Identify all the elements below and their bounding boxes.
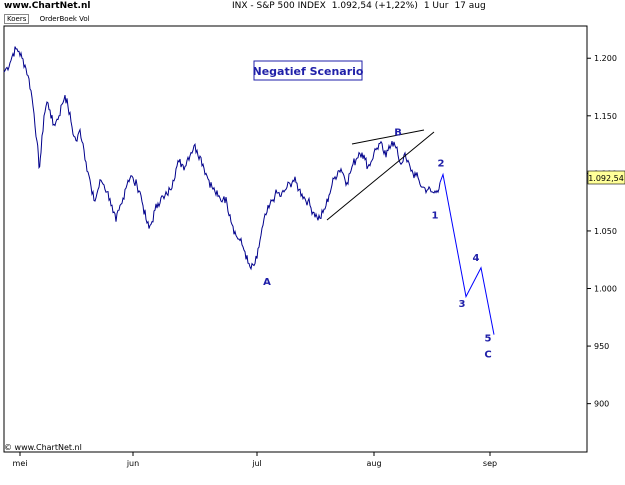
- wave-label: B: [394, 127, 402, 138]
- wave-label: A: [263, 277, 271, 288]
- scenario-box: [253, 60, 363, 81]
- x-tick-label: mei: [13, 459, 28, 468]
- tab-bar: Koers OrderBoek Vol: [4, 14, 98, 24]
- y-tick-label: 1.200: [594, 54, 617, 63]
- price-change: 1.092,54 (+1,22%): [331, 1, 418, 11]
- current-price-box: [587, 170, 625, 185]
- site-label[interactable]: www.ChartNet.nl: [4, 1, 91, 11]
- header-bar: www.ChartNet.nl INX - S&P 500 INDEX 1.092…: [0, 0, 625, 14]
- wave-label: 2: [438, 158, 445, 169]
- interval[interactable]: 1 Uur: [423, 1, 449, 11]
- y-tick-label: 950: [594, 342, 609, 351]
- wave-label: 5: [485, 333, 492, 344]
- wave-labels: A B 1 2 3 4 5 C: [263, 127, 492, 360]
- date: 17 aug: [454, 1, 486, 11]
- copyright-footer: © www.ChartNet.nl: [4, 443, 82, 452]
- x-axis: mei jun jul aug sep: [13, 452, 497, 468]
- tab-orderboek-vol[interactable]: OrderBoek Vol: [39, 15, 90, 23]
- wave-label: C: [484, 350, 491, 361]
- index-name: INX - S&P 500 INDEX: [232, 1, 326, 11]
- y-tick-label: 900: [594, 400, 609, 409]
- wedge-lower-line: [326, 131, 435, 221]
- y-tick-label: 1.050: [594, 227, 617, 236]
- x-tick-label: sep: [483, 459, 497, 468]
- y-tick-label: 1.150: [594, 112, 617, 121]
- projection-line: [439, 172, 495, 335]
- scenario-title: Negatief Scenario: [253, 65, 364, 78]
- wave-label: 4: [473, 253, 480, 264]
- y-tick-label: 1.000: [594, 285, 617, 294]
- plot-frame: [3, 25, 588, 453]
- x-tick-label: aug: [366, 459, 381, 468]
- x-tick-label: jul: [251, 459, 262, 468]
- current-price-label: 1.092,54: [588, 174, 624, 183]
- wedge-upper-line: [351, 129, 425, 145]
- price-line: [3, 46, 441, 271]
- wave-label: 1: [432, 210, 439, 221]
- tab-koers[interactable]: Koers: [4, 14, 30, 24]
- index-title: INX - S&P 500 INDEX 1.092,54 (+1,22%) 1 Uu…: [232, 1, 492, 11]
- wave-label: 3: [459, 299, 466, 310]
- x-tick-label: jun: [126, 459, 139, 468]
